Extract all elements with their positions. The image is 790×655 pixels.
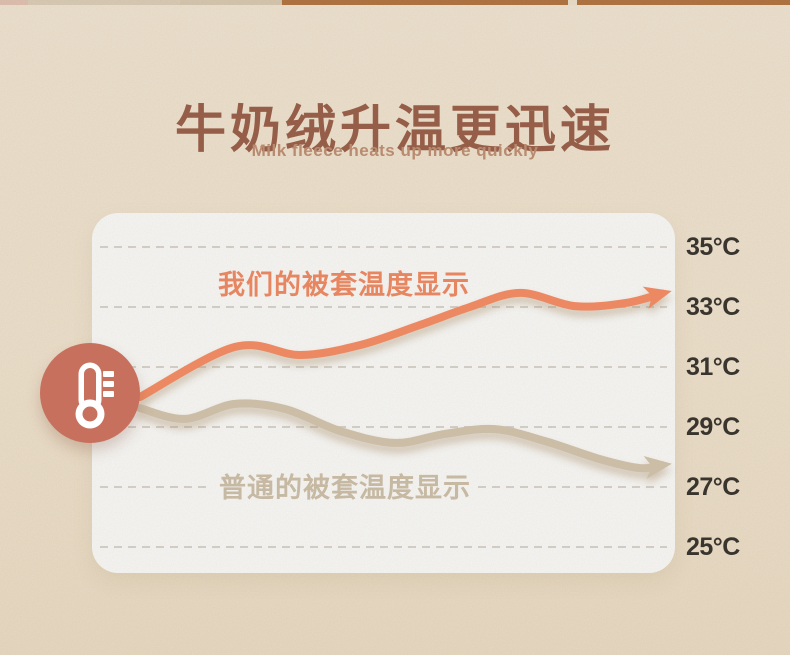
thermometer-badge (40, 343, 140, 443)
series-label-ours: 我们的被套温度显示 (218, 270, 470, 300)
top-edge-strip (0, 0, 790, 5)
page-subtitle: Milk fleece heats up more quickly (251, 141, 539, 160)
gridline (100, 366, 667, 368)
y-tick-label: 35°C (686, 233, 740, 261)
gridline (100, 246, 667, 248)
y-tick-label: 27°C (686, 473, 740, 501)
series-label-ordinary: 普通的被套温度显示 (212, 466, 478, 505)
y-tick-label: 31°C (686, 353, 740, 381)
y-tick-label: 33°C (686, 293, 740, 321)
y-tick-label: 29°C (686, 413, 740, 441)
y-tick-label: 25°C (686, 533, 740, 561)
gridline (100, 426, 667, 428)
gridline (100, 306, 667, 308)
thermometer-icon (75, 362, 114, 429)
gridline (100, 546, 667, 548)
